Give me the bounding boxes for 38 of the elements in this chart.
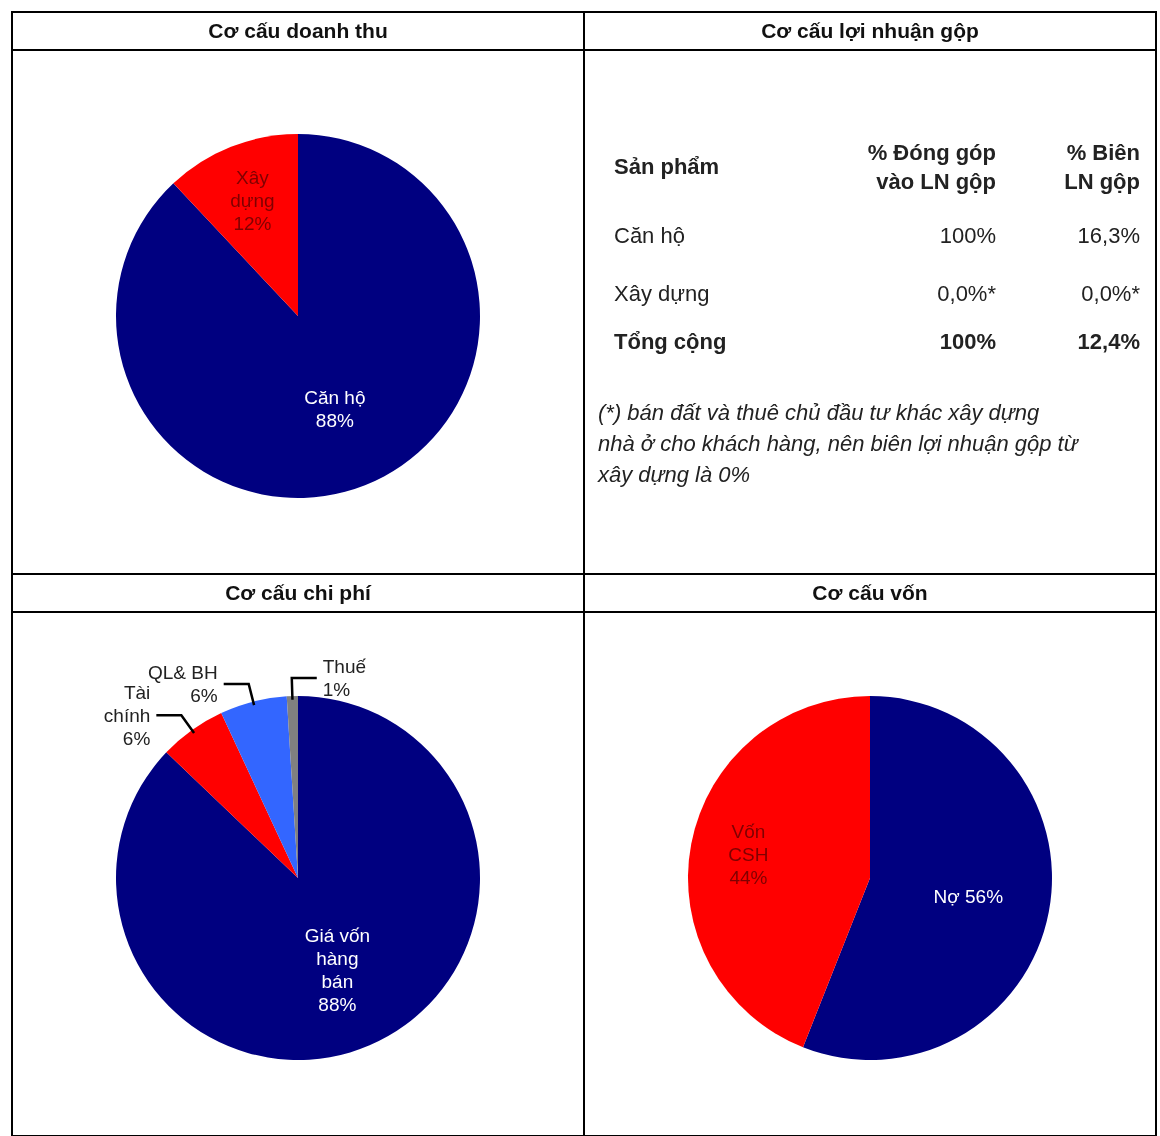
slice-label: Giá vốn hàng bán — [304, 925, 371, 993]
data-label: 88% — [315, 410, 354, 432]
text: (*) bán đất và thuê chủ đầu tư khác xây dựng nhà ở cho khách hàng, nên biên lợi nhuận gộp từ xây dựng là 0% — [597, 400, 1080, 487]
pie-slice — [173, 134, 298, 316]
text: 100% — [939, 328, 996, 354]
text: Căn hộ — [614, 222, 685, 248]
text: % Đóng góp vào LN gộp — [867, 139, 996, 194]
slice-label: Xây dựng — [230, 167, 275, 212]
text: 12,4% — [1077, 328, 1140, 354]
text: % Biên LN gộp — [1064, 139, 1140, 194]
text: Cơ cấu lợi nhuận gộp — [761, 18, 979, 42]
slice-label: Nợ 56% — [933, 885, 1004, 909]
text: 16,3% — [1077, 222, 1140, 248]
text: Tổng cộng — [614, 328, 727, 354]
data-label: 44% — [729, 867, 768, 889]
text: 100% — [939, 222, 996, 248]
slice-label: QL& BH — [147, 661, 218, 683]
chart-title: Cơ cấu doanh thu — [208, 18, 388, 42]
data-label: 12% — [233, 213, 272, 235]
chart-title: Cơ cấu vốn — [812, 580, 928, 604]
slice-label: Căn hộ — [304, 387, 366, 409]
text: Xây dựng — [614, 280, 710, 306]
text: Sản phẩm — [614, 153, 720, 179]
data-label: 1% — [322, 678, 351, 700]
data-label: 6% — [190, 684, 218, 706]
pie-slice — [166, 712, 298, 878]
pie-slice — [688, 696, 870, 1048]
slice-label: Tài chính — [103, 681, 151, 726]
chart-title: Cơ cấu chi phí — [225, 580, 372, 604]
text: 0,0%* — [937, 280, 997, 306]
data-label: 88% — [318, 994, 357, 1016]
text: 0,0%* — [1081, 280, 1141, 306]
slice-label: Thuế — [322, 655, 367, 677]
pie-slice — [803, 696, 1052, 1060]
data-label: 6% — [122, 727, 151, 749]
pie-slice — [116, 134, 480, 498]
slice-label: Vốn CSH — [728, 821, 769, 866]
pie-slice — [221, 696, 298, 878]
